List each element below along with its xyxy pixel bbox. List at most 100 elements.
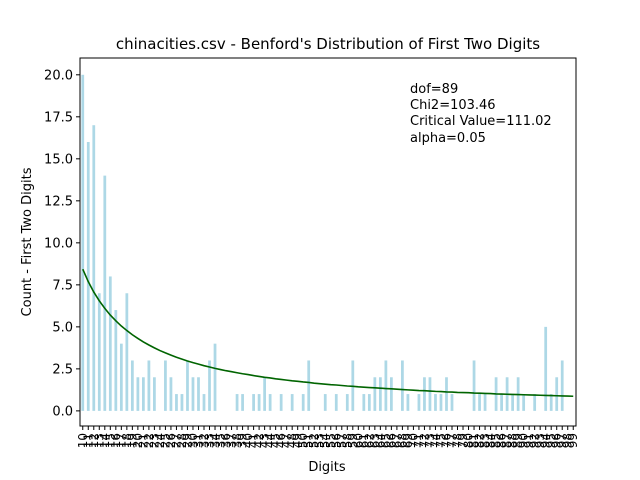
x-tick-label: 24 bbox=[153, 433, 167, 448]
stats-annotation: dof=89 Chi2=103.46 Critical Value=111.02… bbox=[410, 82, 552, 146]
x-tick-label: 66 bbox=[384, 433, 398, 448]
x-tick-label: 32 bbox=[197, 433, 211, 448]
x-tick-label: 31 bbox=[191, 433, 205, 448]
y-axis: 0.0 2.5 5.0 7.5 10.0 12.5 15.0 17.5 20.0 bbox=[44, 68, 80, 419]
x-tick-label: 64 bbox=[373, 433, 387, 448]
bar-34 bbox=[213, 343, 217, 411]
y-axis-label: Count - First Two Digits bbox=[20, 167, 35, 316]
bar-56 bbox=[334, 394, 338, 411]
x-tick-label: 35 bbox=[214, 433, 228, 448]
x-tick-label: 49 bbox=[291, 433, 305, 448]
x-tick-label: 16 bbox=[109, 433, 123, 448]
x-tick-label: 11 bbox=[81, 433, 95, 448]
x-tick-label: 67 bbox=[390, 433, 404, 448]
y-tick-label: 17.5 bbox=[44, 110, 73, 125]
x-tick-label: 27 bbox=[169, 433, 183, 448]
x-tick-label: 97 bbox=[555, 433, 569, 448]
x-tick-label: 10 bbox=[76, 433, 90, 448]
bar-64 bbox=[378, 377, 382, 411]
annotation-dof: dof=89 bbox=[410, 82, 458, 97]
y-tick-label: 2.5 bbox=[52, 362, 73, 377]
x-tick-label: 89 bbox=[511, 433, 525, 448]
x-tick-label: 77 bbox=[445, 433, 459, 448]
bar-23 bbox=[153, 377, 156, 411]
x-tick-label: 29 bbox=[180, 433, 194, 448]
bar-14 bbox=[103, 175, 107, 411]
x-tick-label: 14 bbox=[98, 433, 112, 448]
bar-61 bbox=[362, 394, 366, 411]
bar-44 bbox=[268, 394, 272, 411]
x-tick-label: 82 bbox=[473, 433, 487, 448]
x-tick-label: 15 bbox=[103, 433, 117, 448]
x-tick-label: 45 bbox=[269, 433, 283, 448]
bar-83 bbox=[483, 394, 487, 411]
x-tick-label: 30 bbox=[186, 433, 200, 448]
bar-51 bbox=[307, 360, 311, 411]
bar-68 bbox=[401, 360, 404, 411]
x-tick-label: 12 bbox=[87, 433, 101, 448]
x-tick-label: 69 bbox=[401, 433, 415, 448]
x-tick-label: 79 bbox=[456, 433, 470, 448]
bar-13 bbox=[97, 293, 101, 411]
x-tick-label: 87 bbox=[500, 433, 514, 448]
x-tick-label: 94 bbox=[539, 433, 553, 448]
bar-97 bbox=[560, 360, 564, 411]
x-tick-label: 55 bbox=[324, 433, 338, 448]
y-tick-label: 5.0 bbox=[52, 320, 73, 335]
x-tick-label: 81 bbox=[467, 433, 481, 448]
bar-38 bbox=[235, 394, 239, 411]
x-tick-label: 13 bbox=[92, 433, 106, 448]
x-tick-label: 96 bbox=[550, 433, 564, 448]
bar-32 bbox=[202, 394, 206, 411]
x-tick-label: 61 bbox=[357, 433, 371, 448]
bar-33 bbox=[208, 360, 211, 411]
x-tick-label: 74 bbox=[428, 433, 442, 448]
bar-31 bbox=[197, 377, 200, 411]
x-tick-label: 98 bbox=[561, 433, 575, 448]
bar-28 bbox=[180, 394, 184, 411]
y-tick-label: 12.5 bbox=[44, 194, 73, 209]
x-tick-label: 70 bbox=[406, 433, 420, 448]
x-tick-label: 52 bbox=[307, 433, 321, 448]
bar-26 bbox=[169, 377, 173, 411]
bar-19 bbox=[130, 360, 134, 411]
x-tick-label: 36 bbox=[219, 433, 233, 448]
x-tick-label: 42 bbox=[252, 433, 266, 448]
x-tick-label: 85 bbox=[489, 433, 503, 448]
x-tick-label: 21 bbox=[136, 433, 150, 448]
y-tick-label: 0.0 bbox=[52, 404, 73, 419]
bar-50 bbox=[301, 394, 305, 411]
y-tick-label: 15.0 bbox=[44, 152, 73, 167]
bar-21 bbox=[142, 377, 145, 411]
x-tick-label: 41 bbox=[247, 433, 261, 448]
benford-expected-line bbox=[82, 268, 574, 398]
bar-71 bbox=[417, 394, 421, 411]
bar-46 bbox=[279, 394, 283, 411]
bar-63 bbox=[373, 377, 377, 411]
bar-65 bbox=[384, 360, 388, 411]
bar-82 bbox=[478, 394, 481, 411]
bar-92 bbox=[533, 394, 537, 411]
x-tick-label: 19 bbox=[125, 433, 139, 448]
bar-30 bbox=[191, 377, 195, 411]
bar-69 bbox=[406, 394, 410, 411]
bar-54 bbox=[323, 394, 327, 411]
annotation-critical-value: Critical Value=111.02 bbox=[410, 114, 552, 129]
x-tick-label: 73 bbox=[423, 433, 437, 448]
x-tick-label: 56 bbox=[329, 433, 343, 448]
x-tick-label: 53 bbox=[313, 433, 327, 448]
bar-29 bbox=[186, 360, 189, 411]
bar-75 bbox=[439, 394, 443, 411]
x-tick-label: 51 bbox=[302, 433, 316, 448]
x-tick-label: 40 bbox=[241, 433, 255, 448]
bar-11 bbox=[86, 142, 90, 411]
bar-66 bbox=[390, 377, 393, 411]
x-tick-label: 28 bbox=[175, 433, 189, 448]
bar-88 bbox=[511, 394, 514, 411]
bar-12 bbox=[92, 125, 96, 411]
bar-27 bbox=[175, 394, 178, 411]
bar-43 bbox=[263, 377, 266, 411]
x-tick-label: 48 bbox=[285, 433, 299, 448]
x-tick-label: 26 bbox=[164, 433, 178, 448]
